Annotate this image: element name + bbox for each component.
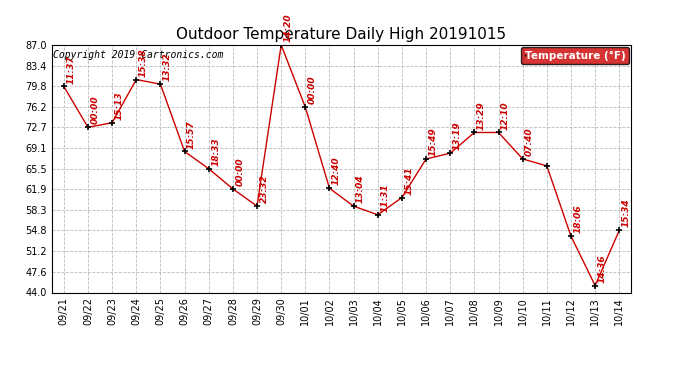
Text: 14:20: 14:20 bbox=[284, 13, 293, 42]
Text: 18:06: 18:06 bbox=[573, 205, 582, 233]
Text: 13:29: 13:29 bbox=[477, 101, 486, 130]
Legend: Temperature (°F): Temperature (°F) bbox=[521, 47, 629, 64]
Text: 00:00: 00:00 bbox=[235, 158, 244, 186]
Text: 12:40: 12:40 bbox=[332, 157, 341, 186]
Text: 07:40: 07:40 bbox=[525, 128, 534, 156]
Text: 15:57: 15:57 bbox=[187, 120, 196, 148]
Text: 15:13: 15:13 bbox=[115, 91, 124, 120]
Text: 11:31: 11:31 bbox=[380, 183, 389, 212]
Text: 11:37: 11:37 bbox=[66, 55, 75, 84]
Text: Copyright 2019 Cartronics.com: Copyright 2019 Cartronics.com bbox=[53, 50, 224, 60]
Text: 13:19: 13:19 bbox=[453, 122, 462, 150]
Text: 15:41: 15:41 bbox=[404, 166, 413, 195]
Text: 00:00: 00:00 bbox=[308, 76, 317, 104]
Title: Outdoor Temperature Daily High 20191015: Outdoor Temperature Daily High 20191015 bbox=[177, 27, 506, 42]
Text: 00:00: 00:00 bbox=[90, 96, 99, 124]
Text: 15:49: 15:49 bbox=[428, 128, 437, 156]
Text: 14:36: 14:36 bbox=[598, 254, 607, 283]
Text: 23:32: 23:32 bbox=[259, 175, 268, 203]
Text: 13:04: 13:04 bbox=[356, 175, 365, 203]
Text: 15:34: 15:34 bbox=[622, 199, 631, 228]
Text: 15:38: 15:38 bbox=[139, 48, 148, 76]
Text: 18:33: 18:33 bbox=[211, 137, 220, 166]
Text: 12:10: 12:10 bbox=[501, 101, 510, 130]
Text: 13:32: 13:32 bbox=[163, 53, 172, 81]
